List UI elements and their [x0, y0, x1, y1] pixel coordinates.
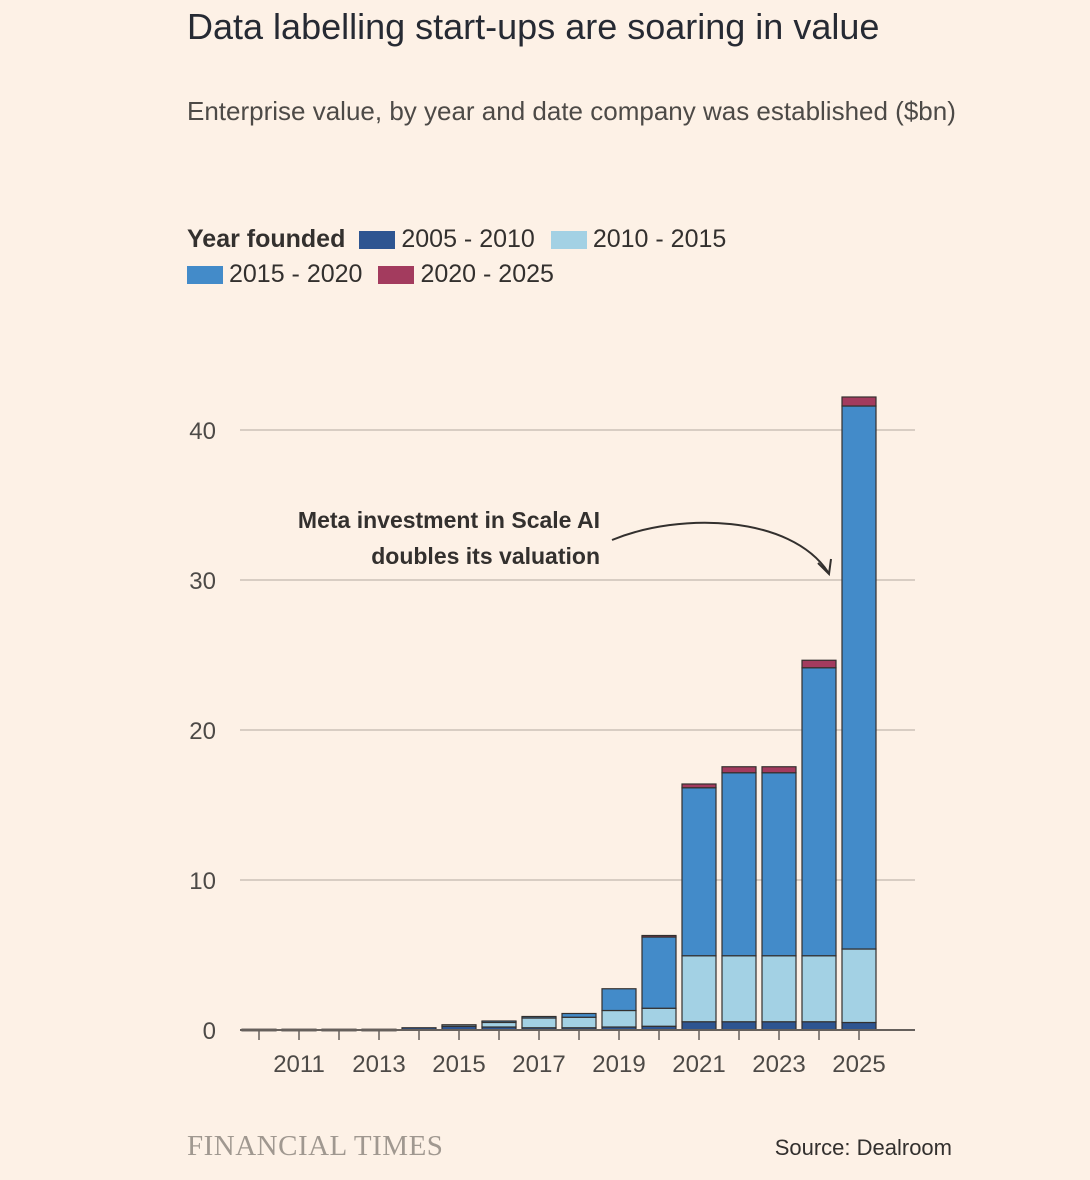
legend-swatch-2015-2020: [187, 265, 223, 284]
legend-label-2010-2015: 2010 - 2015: [592, 225, 727, 253]
x-tick-label-2011: 2011: [273, 1051, 325, 1078]
annotation-arrowhead-icon: [817, 558, 832, 577]
brand-logo: FINANCIAL TIMES: [187, 1130, 444, 1162]
bar-2018-series-2: [561, 1012, 597, 1018]
bar-2024-series-3: [801, 659, 837, 669]
legend-swatch-2010-2015: [550, 230, 587, 249]
bar-2015-series-1: [441, 1024, 477, 1027]
bars: [241, 396, 877, 1032]
annotation: Meta investment in Scale AI doubles its …: [298, 507, 832, 577]
bar-2016-series-2: [481, 1020, 517, 1024]
y-tick-label-20: 20: [189, 718, 216, 745]
x-tick-label-2021: 2021: [672, 1051, 725, 1078]
annotation-arrow: [611, 521, 829, 573]
legend-swatch-2020-2025: [378, 265, 415, 284]
legend-swatch-2005-2010: [359, 230, 396, 249]
bar-2023-series-3: [761, 766, 797, 774]
legend-item-2005-2010: 2005 - 2010: [359, 225, 535, 254]
y-tick-label-40: 40: [189, 418, 216, 445]
axes: 0 10 20 30 40 2011 2013 2015 2017 2019 2021 2023 202…: [189, 418, 915, 1078]
bar-2025-series-2: [841, 405, 877, 950]
bar-2023-series-2: [761, 772, 797, 957]
x-tick-label-2019: 2019: [592, 1051, 645, 1078]
bar-2022-series-3: [721, 766, 757, 774]
y-tick-label-30: 30: [189, 568, 216, 595]
legend-item-2010-2015: 2010 - 2015: [550, 225, 727, 254]
bar-2022-series-0: [721, 1021, 757, 1031]
x-tick-label-2015: 2015: [432, 1051, 485, 1078]
legend-row-1: Year founded 2005 - 2010 2010 - 2015: [187, 222, 987, 257]
bar-2019-series-1: [601, 1009, 637, 1028]
x-tick-label-2013: 2013: [352, 1051, 405, 1078]
bar-2022-series-2: [721, 772, 757, 957]
bar-2017-series-1: [521, 1017, 557, 1029]
bar-2023-series-0: [761, 1021, 797, 1031]
y-tick-label-10: 10: [189, 868, 216, 895]
bar-2024-series-0: [801, 1021, 837, 1031]
bar-2021-series-1: [681, 955, 717, 1023]
x-tick-label-2023: 2023: [752, 1051, 805, 1078]
bar-2022-series-1: [721, 955, 757, 1023]
legend-label-2005-2010: 2005 - 2010: [401, 225, 535, 253]
bar-2021-series-0: [681, 1021, 717, 1031]
bar-2021-series-2: [681, 787, 717, 957]
bar-2017-series-2: [521, 1015, 557, 1019]
bar-2024-series-2: [801, 667, 837, 957]
x-tick-label-2017: 2017: [512, 1051, 565, 1078]
annotation-line-2: doubles its valuation: [371, 543, 600, 569]
legend-label-2020-2025: 2020 - 2025: [420, 260, 554, 288]
bar-2020-series-1: [641, 1007, 677, 1027]
bar-2018-series-1: [561, 1016, 597, 1029]
legend: Year founded 2005 - 2010 2010 - 2015 201…: [187, 222, 987, 292]
bar-2019-series-2: [601, 988, 637, 1012]
source-note: Source: Dealroom: [774, 1135, 952, 1160]
legend-label-2015-2020: 2015 - 2020: [229, 260, 363, 288]
bar-2025-series-1: [841, 948, 877, 1024]
x-tick-label-2025: 2025: [832, 1051, 885, 1078]
bar-2024-series-1: [801, 955, 837, 1023]
bar-2020-series-3: [641, 934, 677, 938]
legend-item-2020-2025: 2020 - 2025: [378, 260, 554, 289]
bar-2020-series-2: [641, 936, 677, 1009]
bar-2025-series-0: [841, 1021, 877, 1031]
bar-2021-series-3: [681, 783, 717, 789]
y-tick-label-0: 0: [203, 1018, 216, 1045]
annotation-line-1: Meta investment in Scale AI: [298, 507, 600, 533]
chart-title: Data labelling start-ups are soaring in …: [187, 6, 880, 47]
legend-item-2015-2020: 2015 - 2020: [187, 260, 362, 289]
legend-row-2: 2015 - 2020 2020 - 2025: [187, 257, 987, 292]
legend-title: Year founded: [187, 225, 346, 253]
chart-subtitle: Enterprise value, by year and date compa…: [187, 96, 956, 126]
bar-2023-series-1: [761, 955, 797, 1023]
bar-2025-series-3: [841, 396, 877, 407]
